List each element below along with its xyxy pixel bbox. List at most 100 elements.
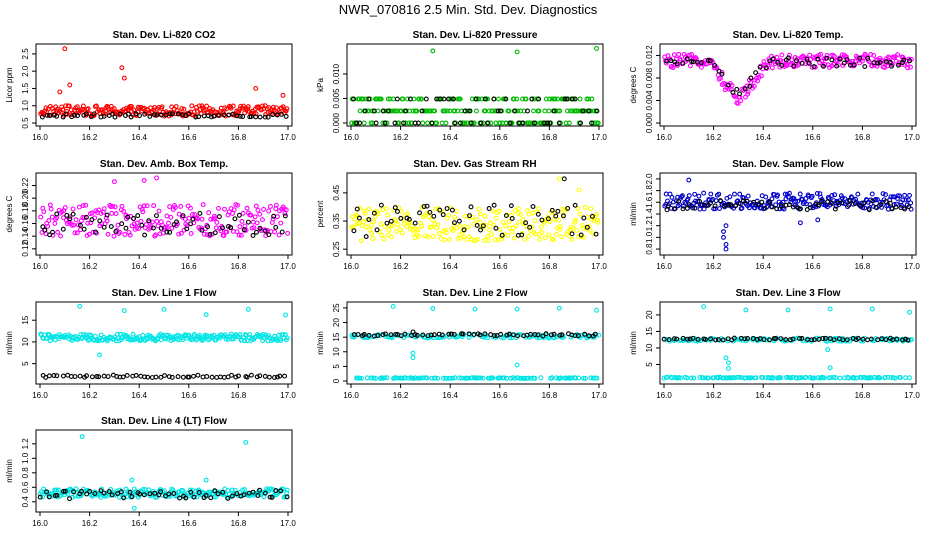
- series-primary: [38, 303, 290, 358]
- data-point: [416, 120, 421, 126]
- data-point: [509, 120, 515, 126]
- data-point: [516, 206, 522, 212]
- data-point: [790, 336, 796, 342]
- data-point: [851, 62, 857, 68]
- panel-title: Stan. Dev. Amb. Box Temp.: [100, 159, 228, 170]
- y-axis-label: Licor ppm: [5, 67, 14, 102]
- data-point: [228, 225, 234, 231]
- data-point: [143, 222, 149, 227]
- data-point: [448, 331, 454, 337]
- data-point: [175, 374, 181, 380]
- data-point: [773, 336, 779, 341]
- panel-title: Stan. Dev. Li-820 CO2: [113, 30, 216, 41]
- data-point: [67, 82, 73, 88]
- y-tick-label: 0.4: [21, 496, 30, 508]
- data-point: [485, 233, 491, 239]
- series-black: [37, 487, 290, 502]
- x-tick-label: 17.0: [591, 391, 607, 400]
- data-point: [217, 374, 223, 380]
- series-primary: [38, 46, 290, 119]
- data-point: [814, 191, 820, 196]
- data-point: [819, 198, 824, 204]
- data-point: [208, 495, 214, 501]
- data-point: [547, 96, 553, 102]
- data-point: [497, 227, 503, 233]
- data-point: [88, 114, 94, 120]
- data-point: [439, 120, 445, 126]
- data-point: [97, 218, 103, 224]
- data-point: [510, 332, 516, 338]
- panel-2: Stan. Dev. Li-820 Pressure kPa 16.0 16.2 16.…: [316, 30, 607, 142]
- data-point: [240, 210, 246, 216]
- x-tick-label: 16.2: [82, 519, 98, 528]
- data-point: [278, 488, 284, 494]
- y-axis-label: ml/min: [5, 459, 14, 483]
- y-tick-label: 1.4: [645, 208, 654, 220]
- data-point: [60, 373, 66, 379]
- data-point: [253, 203, 259, 209]
- data-point: [407, 219, 412, 225]
- data-point: [188, 231, 194, 236]
- data-point: [38, 214, 44, 220]
- data-point: [153, 374, 159, 380]
- data-point: [114, 374, 120, 379]
- data-point: [527, 224, 533, 230]
- data-point: [504, 332, 510, 338]
- data-point: [586, 108, 592, 114]
- plot-frame: [659, 172, 917, 256]
- data-point: [725, 82, 731, 88]
- data-point: [423, 233, 429, 239]
- data-point: [831, 198, 837, 203]
- data-point: [576, 375, 582, 381]
- data-point: [813, 201, 819, 207]
- data-point: [381, 236, 387, 242]
- data-point: [162, 373, 168, 379]
- data-point: [664, 207, 670, 213]
- data-point: [684, 205, 690, 211]
- data-point: [903, 336, 908, 342]
- data-point: [476, 96, 482, 102]
- data-point: [698, 60, 704, 66]
- data-point: [715, 337, 721, 343]
- data-point: [726, 86, 732, 92]
- data-point: [726, 360, 731, 366]
- data-point: [105, 231, 111, 237]
- data-point: [841, 60, 847, 66]
- y-tick-label: 0.22: [21, 177, 30, 193]
- y-tick-label: 1.2: [21, 438, 30, 450]
- data-point: [799, 60, 805, 66]
- data-point: [196, 114, 202, 120]
- data-point: [767, 60, 773, 66]
- data-point: [586, 96, 592, 102]
- data-point: [180, 488, 186, 493]
- data-point: [215, 112, 221, 118]
- data-point: [103, 108, 108, 114]
- data-point: [425, 120, 431, 126]
- data-point: [435, 375, 441, 381]
- x-tick-label: 16.0: [343, 391, 359, 400]
- data-point: [468, 120, 474, 126]
- y-tick-label: 0.6: [21, 481, 30, 493]
- x-tick-label: 16.2: [82, 391, 98, 400]
- data-point: [804, 56, 810, 62]
- data-point: [516, 332, 522, 338]
- data-point: [230, 111, 236, 117]
- data-point: [530, 204, 536, 209]
- data-point: [164, 229, 170, 235]
- data-point: [237, 332, 243, 337]
- data-point: [70, 206, 76, 212]
- data-point: [508, 375, 514, 381]
- data-point: [837, 56, 843, 62]
- x-tick-label: 16.4: [442, 262, 458, 271]
- data-point: [204, 232, 210, 238]
- data-point: [514, 96, 520, 102]
- data-point: [517, 219, 523, 225]
- data-point: [368, 222, 374, 228]
- data-point: [541, 120, 547, 126]
- data-point: [81, 226, 87, 232]
- data-point: [775, 59, 781, 65]
- data-point: [270, 104, 276, 110]
- data-point: [572, 333, 578, 339]
- data-point: [529, 96, 535, 102]
- plot-frame: [346, 43, 604, 127]
